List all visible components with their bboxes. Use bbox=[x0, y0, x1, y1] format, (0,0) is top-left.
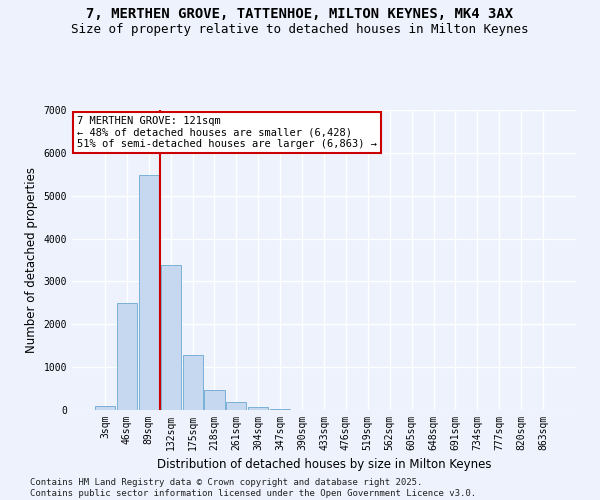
Text: Size of property relative to detached houses in Milton Keynes: Size of property relative to detached ho… bbox=[71, 22, 529, 36]
Bar bbox=[205, 390, 224, 410]
Bar bbox=[248, 406, 268, 410]
Text: 7 MERTHEN GROVE: 121sqm
← 48% of detached houses are smaller (6,428)
51% of semi: 7 MERTHEN GROVE: 121sqm ← 48% of detache… bbox=[77, 116, 377, 149]
Bar bbox=[182, 354, 203, 410]
Bar bbox=[226, 402, 247, 410]
X-axis label: Distribution of detached houses by size in Milton Keynes: Distribution of detached houses by size … bbox=[157, 458, 491, 471]
Text: Contains HM Land Registry data © Crown copyright and database right 2025.
Contai: Contains HM Land Registry data © Crown c… bbox=[30, 478, 476, 498]
Bar bbox=[139, 174, 159, 410]
Bar bbox=[161, 265, 181, 410]
Y-axis label: Number of detached properties: Number of detached properties bbox=[25, 167, 38, 353]
Bar bbox=[95, 406, 115, 410]
Bar bbox=[270, 409, 290, 410]
Bar bbox=[117, 304, 137, 410]
Text: 7, MERTHEN GROVE, TATTENHOE, MILTON KEYNES, MK4 3AX: 7, MERTHEN GROVE, TATTENHOE, MILTON KEYN… bbox=[86, 8, 514, 22]
